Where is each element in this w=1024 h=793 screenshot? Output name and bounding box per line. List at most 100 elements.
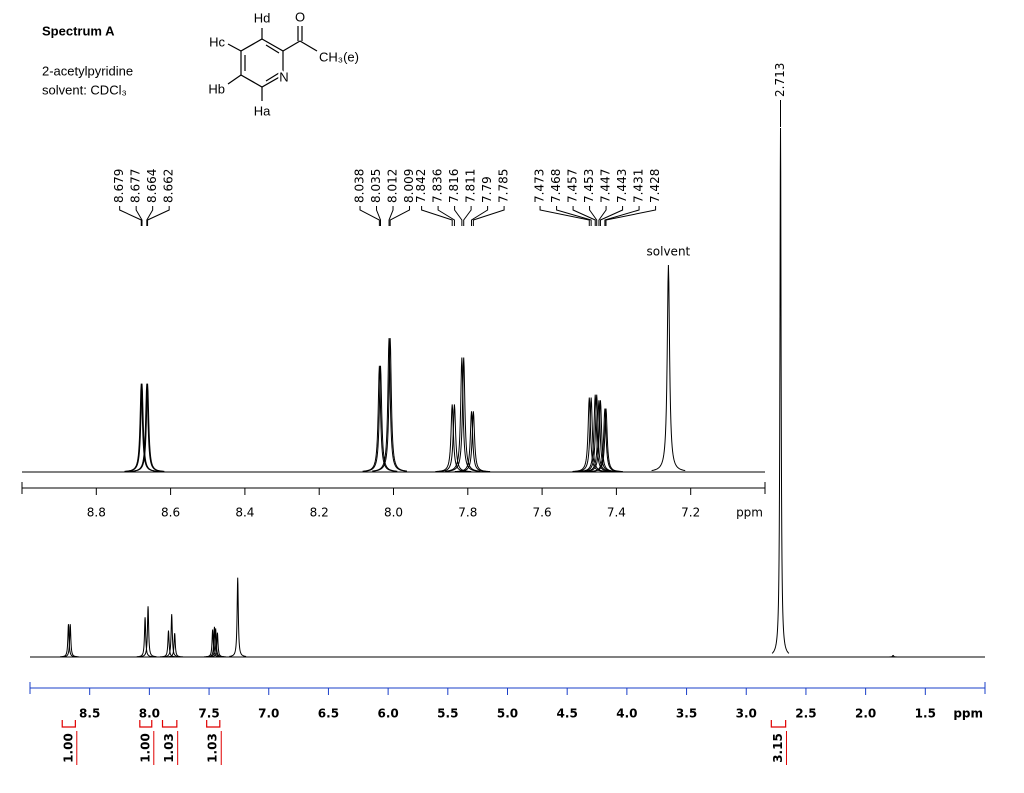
x-tick-label: 8.0: [384, 506, 403, 520]
peak-label: 8.664: [145, 169, 159, 203]
structure: Hd O Hc CH₃(e) Hb N Ha: [208, 9, 359, 118]
integral-label: 3.15: [771, 733, 785, 763]
atom-label: Hd: [254, 10, 271, 25]
peak: [446, 357, 481, 472]
atom-label: Ha: [254, 103, 271, 118]
peak: [456, 411, 491, 473]
peak-label-leader: [589, 206, 598, 226]
peak: [160, 630, 177, 658]
peak-label: 7.453: [582, 169, 596, 203]
x-axis-label: ppm: [736, 506, 763, 520]
peak: [574, 397, 608, 472]
spectrum-title: Spectrum A: [42, 23, 115, 38]
peak: [583, 400, 618, 473]
peak-label-leader: [147, 206, 170, 226]
integral-bracket: [61, 720, 76, 728]
bond: [227, 74, 242, 85]
peak: [373, 338, 408, 472]
peak: [363, 365, 398, 472]
x-tick-label: 7.0: [258, 707, 279, 721]
x-tick-label: 5.0: [497, 707, 518, 721]
peak: [139, 606, 157, 658]
bond: [299, 40, 318, 52]
peak: [771, 127, 790, 654]
x-tick-label: 8.2: [310, 506, 329, 520]
peak: [884, 654, 902, 658]
peak-label-leader: [605, 206, 657, 226]
x-tick-label: 5.5: [437, 707, 458, 721]
integral-bracket: [139, 720, 153, 728]
peak-label: 7.468: [549, 169, 563, 203]
peak-label: 7.836: [431, 169, 445, 203]
peak-label-leader: [388, 206, 394, 226]
peak-label: 7.811: [464, 169, 478, 203]
x-tick-label: 2.5: [795, 707, 816, 721]
x-tick-label: 8.0: [139, 707, 160, 721]
atom-label: CH₃(e): [319, 49, 359, 64]
annotation: solvent: [647, 245, 691, 259]
peak-label-leader: [376, 206, 381, 226]
ring: [240, 38, 284, 88]
peak-label: 8.035: [369, 169, 383, 203]
peak-label: 8.038: [353, 169, 367, 203]
peak-label: 7.431: [632, 169, 646, 203]
peak-label: 8.012: [386, 169, 400, 203]
peak: [651, 264, 686, 472]
integral-label: 1.03: [162, 733, 176, 763]
bond: [265, 44, 280, 54]
x-tick-label: 4.5: [557, 707, 578, 721]
atom-label: N: [279, 69, 288, 84]
peak-label-leader: [572, 206, 596, 226]
peak-label-leader: [463, 206, 472, 226]
peak-label: 8.677: [129, 169, 143, 203]
peak-label: 7.428: [648, 169, 662, 203]
peak: [229, 577, 247, 657]
x-tick-label: 6.0: [377, 707, 398, 721]
peak-label-leader: [437, 206, 455, 226]
x-tick-label: 7.2: [681, 506, 700, 520]
x-tick-label: 1.5: [915, 707, 936, 721]
peak-label-leader: [359, 206, 380, 226]
peak-label-leader: [472, 206, 505, 226]
peak-label-leader: [146, 206, 154, 226]
x-tick-label: 3.0: [736, 707, 757, 721]
compound-name: 2-acetylpyridine: [42, 63, 133, 78]
peak: [61, 624, 79, 658]
peak-label: 8.009: [402, 169, 416, 203]
peak-label: 7.816: [447, 169, 461, 203]
peak-label-leader: [421, 206, 453, 226]
bond: [265, 72, 280, 82]
peak-label: 2.713: [773, 63, 787, 97]
peak-label-leader: [454, 206, 463, 226]
integral-bracket: [206, 720, 221, 728]
peak: [437, 404, 472, 473]
integral-label: 1.00: [61, 733, 75, 763]
peak-label-leader: [598, 206, 607, 226]
peak-label: 7.842: [414, 169, 428, 203]
solvent-name: solvent: CDCl₃: [42, 82, 127, 97]
x-tick-label: 6.5: [318, 707, 339, 721]
x-tick-label: 8.6: [161, 506, 180, 520]
peak: [125, 383, 159, 472]
x-tick-label: 3.5: [676, 707, 697, 721]
peak-label-leader: [539, 206, 590, 226]
x-tick-label: 7.5: [198, 707, 219, 721]
peak-label: 7.457: [566, 169, 580, 203]
atom-label: O: [295, 9, 305, 24]
integral-bracket: [161, 720, 178, 728]
x-tick-label: 8.8: [87, 506, 106, 520]
peak-label-leader: [604, 206, 640, 226]
peak-label: 8.662: [162, 169, 176, 203]
peak-label: 7.447: [599, 169, 613, 203]
x-tick-label: 2.0: [855, 707, 876, 721]
peak-label: 7.473: [533, 169, 547, 203]
atom-label: Hb: [208, 81, 225, 96]
peak-label: 8.679: [112, 169, 126, 203]
peak-label-leader: [599, 206, 624, 226]
peak: [136, 617, 154, 658]
peak-label-leader: [556, 206, 592, 226]
x-tick-label: 7.8: [458, 506, 477, 520]
peak: [130, 383, 165, 472]
x-tick-label: 8.4: [235, 506, 254, 520]
x-tick-label: 7.4: [607, 506, 626, 520]
